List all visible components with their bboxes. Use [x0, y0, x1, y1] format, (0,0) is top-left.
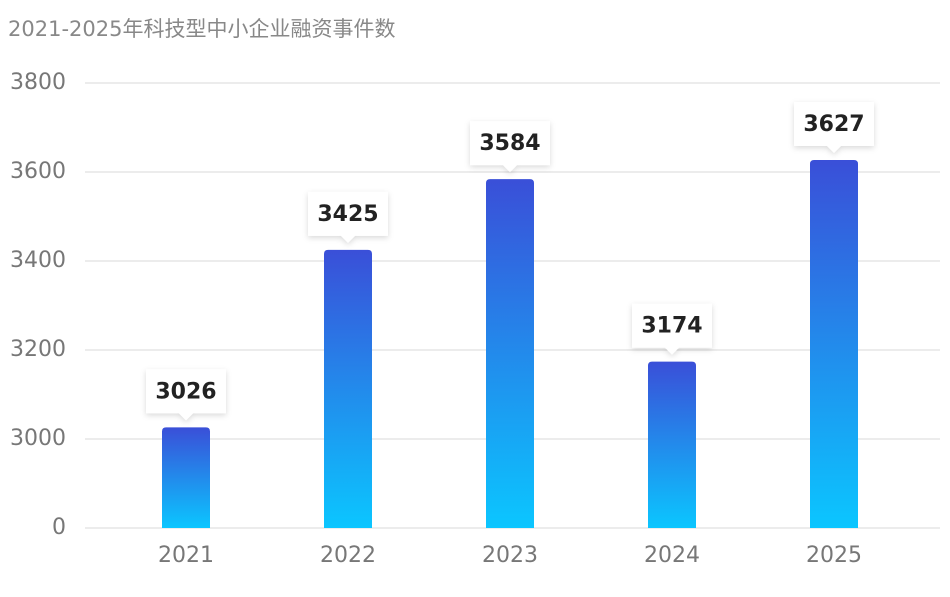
x-tick-label: 2025 — [806, 543, 862, 568]
y-tick-label: 3600 — [10, 159, 66, 184]
value-label: 3026 — [155, 379, 216, 404]
chart-title: 2021-2025年科技型中小企业融资事件数 — [8, 17, 395, 41]
x-tick-label: 2023 — [482, 543, 538, 568]
value-label-box — [470, 121, 550, 173]
value-label: 3174 — [641, 314, 702, 339]
y-tick-label: 3400 — [10, 248, 66, 273]
value-label-box — [146, 369, 226, 421]
y-tick-label: 0 — [52, 515, 66, 540]
x-tick-label: 2021 — [158, 543, 214, 568]
bar — [162, 427, 210, 528]
x-tick-label: 2024 — [644, 543, 700, 568]
value-label-box — [632, 303, 712, 355]
value-label: 3627 — [803, 112, 864, 137]
y-tick-label: 3800 — [10, 70, 66, 95]
y-tick-label: 3200 — [10, 337, 66, 362]
bar — [486, 179, 534, 528]
value-label-box — [794, 101, 874, 153]
value-label: 3425 — [317, 202, 378, 227]
bar — [324, 249, 372, 528]
bar — [810, 159, 858, 529]
value-label-box — [308, 191, 388, 243]
value-label: 3584 — [479, 131, 540, 156]
x-tick-label: 2022 — [320, 543, 376, 568]
bar — [648, 361, 696, 528]
y-tick-label: 3000 — [10, 426, 66, 451]
